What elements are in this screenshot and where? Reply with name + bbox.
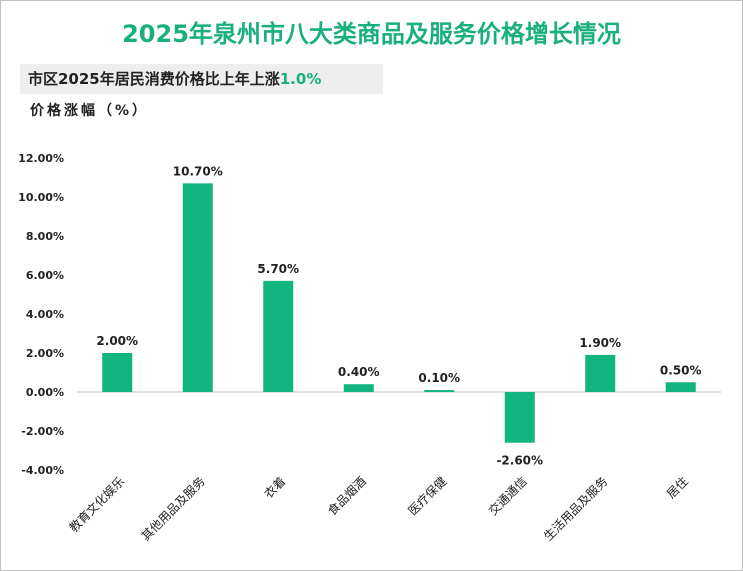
x-tick-label: 食品烟酒: [324, 474, 369, 519]
y-tick-label: 2.00%: [26, 347, 64, 360]
bar: [665, 382, 696, 392]
x-tick-label: 医疗保健: [406, 474, 450, 518]
data-label: 0.40%: [338, 365, 380, 379]
y-tick-label: 6.00%: [26, 269, 64, 282]
y-tick-label: -2.00%: [21, 425, 64, 438]
subtitle-box: 市区2025年居民消费价格比上年上涨1.0%: [20, 64, 383, 94]
bar: [504, 392, 535, 443]
x-tick-label: 其他用品及服务: [138, 474, 208, 544]
bar: [424, 390, 455, 392]
bar: [585, 354, 616, 392]
y-tick-label: 4.00%: [26, 308, 64, 321]
data-label: 0.10%: [418, 371, 460, 385]
data-label: -2.60%: [496, 454, 543, 468]
x-tick-label: 居住: [664, 474, 691, 501]
data-label: 2.00%: [96, 334, 138, 348]
x-tick-label: 生活用品及服务: [540, 474, 610, 544]
data-label: 10.70%: [173, 164, 223, 178]
y-tick-label: 12.00%: [18, 152, 64, 165]
subtitle-highlight: 1.0%: [279, 70, 322, 88]
bar: [343, 384, 374, 392]
bar: [102, 353, 133, 392]
y-tick-label: -4.00%: [21, 464, 64, 477]
y-axis-label: 价格涨幅（%）: [30, 103, 150, 119]
y-tick-label: 8.00%: [26, 230, 64, 243]
y-tick-label: 10.00%: [18, 191, 64, 204]
data-label: 1.90%: [579, 336, 621, 350]
y-tick-label: 0.00%: [26, 386, 64, 399]
data-label: 0.50%: [660, 363, 702, 377]
x-tick-label: 衣着: [261, 474, 289, 502]
chart-title: 2025年泉州市八大类商品及服务价格增长情况: [122, 20, 621, 48]
x-tick-label: 教育文化娱乐: [66, 474, 128, 536]
subtitle-text: 市区2025年居民消费价格比上年上涨: [28, 70, 280, 88]
bar: [182, 183, 213, 392]
x-tick-label: 交通通信: [485, 474, 530, 519]
data-label: 5.70%: [257, 262, 299, 276]
bar: [263, 280, 294, 392]
